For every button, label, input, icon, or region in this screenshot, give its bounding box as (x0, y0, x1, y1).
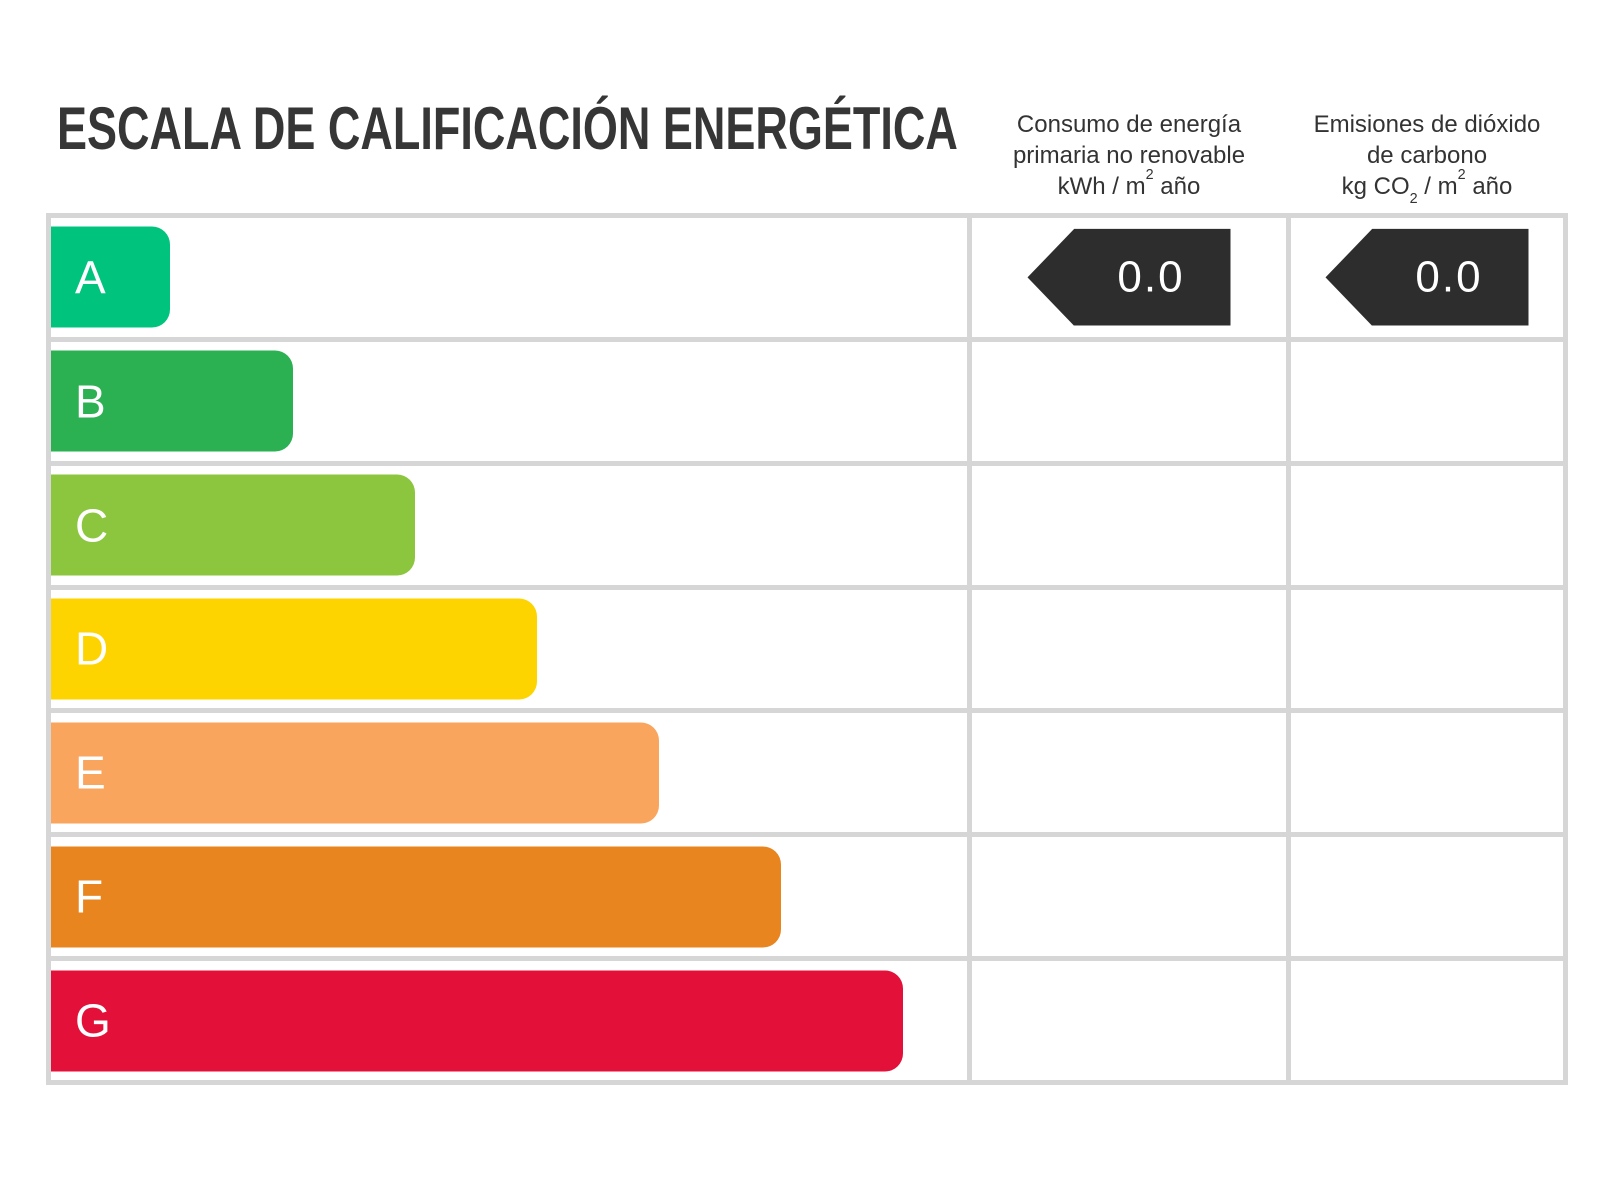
emisiones-value-arrow-badge: 0.0 (1325, 228, 1529, 326)
grid-cell-B-scale: B (51, 341, 967, 461)
rating-band-G: G (51, 970, 903, 1072)
column-header-consumo: Consumo de energía primaria no renovable… (972, 96, 1286, 202)
grid-cell-E-emisiones (1291, 713, 1563, 833)
emisiones-header-line1: Emisiones de dióxido (1313, 111, 1541, 138)
rating-table: A 0.0 0.0 B C D E (46, 213, 1568, 1085)
grid-cell-G-scale: G (51, 961, 967, 1080)
grid-cell-F-consumo (972, 837, 1286, 957)
grid-cell-D-emisiones (1291, 589, 1563, 709)
consumo-header-line2: primaria no renovable (1012, 142, 1246, 169)
grid-cell-A-consumo: 0.0 (972, 218, 1286, 337)
grid-cell-C-scale: C (51, 465, 967, 585)
grid-cell-F-scale: F (51, 837, 967, 957)
emisiones-header-line2: de carbono (1366, 142, 1488, 169)
rating-band-B: B (51, 350, 293, 452)
grid-cell-D-consumo (972, 589, 1286, 709)
grid-cell-G-consumo (972, 961, 1286, 1080)
grid-cell-D-scale: D (51, 589, 967, 709)
rating-letter-A: A (75, 251, 106, 304)
rating-letter-C: C (75, 499, 109, 552)
rating-letter-E: E (75, 746, 106, 799)
consumo-value: 0.0 (1117, 252, 1185, 302)
grid-cell-B-emisiones (1291, 341, 1563, 461)
emisiones-header-unit: kg CO2 / m2 año (1341, 166, 1513, 208)
consumo-header-unit: kWh / m2 año (1057, 166, 1201, 200)
grid-cell-E-consumo (972, 713, 1286, 833)
consumo-header-line1: Consumo de energía (1016, 111, 1242, 138)
rating-band-F: F (51, 846, 782, 948)
rating-band-A: A (51, 226, 171, 328)
consumo-value-arrow-badge: 0.0 (1027, 228, 1231, 326)
grid-cell-E-scale: E (51, 713, 967, 833)
rating-band-C: C (51, 474, 415, 576)
page-title: ESCALA DE CALIFICACIÓN ENERGÉTICA (57, 95, 958, 162)
grid-cell-C-consumo (972, 465, 1286, 585)
rating-letter-G: G (75, 994, 111, 1047)
rating-band-D: D (51, 598, 538, 700)
rating-letter-D: D (75, 622, 109, 675)
grid-cell-C-emisiones (1291, 465, 1563, 585)
rating-letter-B: B (75, 375, 106, 428)
grid-cell-B-consumo (972, 341, 1286, 461)
grid-cell-A-emisiones: 0.0 (1291, 218, 1563, 337)
grid-cell-F-emisiones (1291, 837, 1563, 957)
emisiones-value: 0.0 (1415, 252, 1483, 302)
rating-letter-F: F (75, 870, 104, 923)
column-header-emisiones: Emisiones de dióxido de carbono kg CO2 /… (1291, 96, 1563, 208)
grid-cell-G-emisiones (1291, 961, 1563, 1080)
grid-cell-A-scale: A (51, 218, 967, 337)
rating-band-E: E (51, 722, 660, 824)
